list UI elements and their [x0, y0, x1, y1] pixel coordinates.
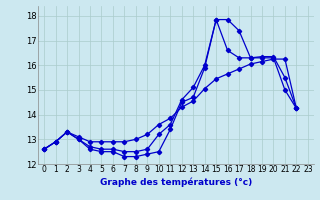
X-axis label: Graphe des températures (°c): Graphe des températures (°c)	[100, 177, 252, 187]
